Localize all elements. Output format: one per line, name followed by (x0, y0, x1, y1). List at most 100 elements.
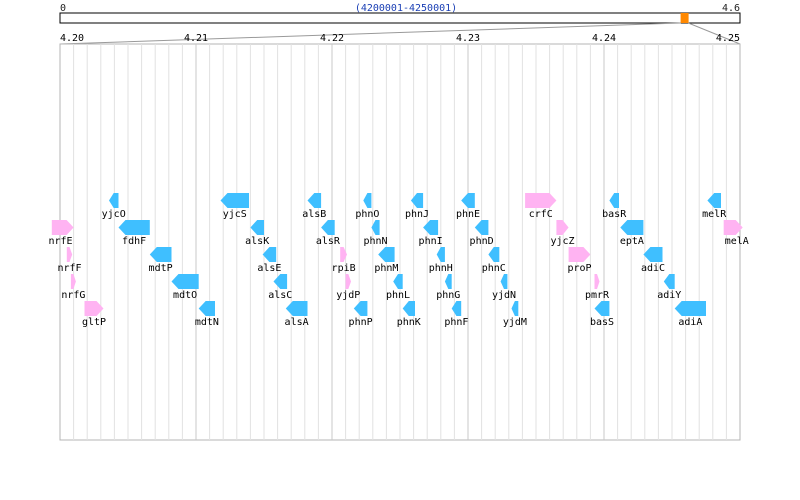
gene-adiA-arrow[interactable] (674, 301, 706, 316)
gene-proP-arrow[interactable] (568, 247, 591, 262)
gene-gltP-label[interactable]: gltP (82, 317, 106, 328)
gene-melR-arrow[interactable] (707, 193, 721, 208)
gene-yjcS-arrow[interactable] (220, 193, 250, 208)
gene-phnM-arrow[interactable] (378, 247, 395, 262)
gene-phnJ-arrow[interactable] (410, 193, 424, 208)
gene-phnH-label[interactable]: phnH (429, 263, 453, 274)
gene-mdtP-label[interactable]: mdtP (149, 263, 173, 274)
gene-phnE-arrow[interactable] (461, 193, 475, 208)
gene-alsE-label[interactable]: alsE (257, 263, 281, 274)
gene-phnH-arrow[interactable] (436, 247, 445, 262)
gene-alsR-arrow[interactable] (321, 220, 335, 235)
gene-crfC-arrow[interactable] (525, 193, 557, 208)
gene-alsB-label[interactable]: alsB (302, 209, 326, 220)
gene-phnP-arrow[interactable] (353, 301, 368, 316)
gene-yjdP-label[interactable]: yjdP (336, 290, 360, 301)
gene-alsC-arrow[interactable] (273, 274, 288, 289)
gene-fdhF-label[interactable]: fdhF (122, 236, 146, 247)
gene-alsK-arrow[interactable] (250, 220, 264, 235)
gene-adiY-label[interactable]: adiY (657, 290, 681, 301)
gene-nrfF-label[interactable]: nrfF (57, 263, 81, 274)
axis-tick-labels: 4.20 4.21 4.22 4.23 4.24 4.25 (60, 33, 740, 44)
gene-alsC-label[interactable]: alsC (268, 290, 292, 301)
gene-mdtN-arrow[interactable] (198, 301, 215, 316)
gene-phnG-label[interactable]: phnG (436, 290, 460, 301)
gene-phnD-arrow[interactable] (474, 220, 489, 235)
gene-melA-arrow[interactable] (723, 220, 743, 235)
gene-basR-label[interactable]: basR (602, 209, 627, 220)
gene-phnC-label[interactable]: phnC (482, 263, 506, 274)
overview-window-marker[interactable] (680, 13, 689, 23)
gene-pmrR-arrow[interactable] (594, 274, 600, 289)
gene-eptA-label[interactable]: eptA (620, 236, 644, 247)
gene-basR-arrow[interactable] (609, 193, 619, 208)
gene-phnG-arrow[interactable] (444, 274, 452, 289)
gene-yjdM-arrow[interactable] (511, 301, 519, 316)
gene-alsA-label[interactable]: alsA (285, 317, 309, 328)
gene-alsR-label[interactable]: alsR (316, 236, 341, 247)
gene-phnO-label[interactable]: phnO (355, 209, 379, 220)
axis-tick-label: 4.25 (716, 33, 740, 44)
gene-melA-label[interactable]: melA (725, 236, 749, 247)
gene-yjcO-label[interactable]: yjcO (102, 209, 126, 220)
overview-start-label: 0 (60, 3, 66, 14)
gene-phnJ-label[interactable]: phnJ (405, 209, 429, 220)
gene-melR-label[interactable]: melR (702, 209, 727, 220)
gene-phnN-label[interactable]: phnN (363, 236, 387, 247)
gene-proP-label[interactable]: proP (567, 263, 591, 274)
gene-yjdN-label[interactable]: yjdN (492, 290, 516, 301)
zoom-line-right (688, 22, 741, 45)
gene-mdtP-arrow[interactable] (149, 247, 172, 262)
gene-alsA-arrow[interactable] (285, 301, 308, 316)
gene-adiY-arrow[interactable] (663, 274, 675, 289)
gene-phnC-arrow[interactable] (488, 247, 500, 262)
gene-alsE-arrow[interactable] (262, 247, 277, 262)
gene-yjcZ-arrow[interactable] (556, 220, 569, 235)
gene-phnD-label[interactable]: phnD (470, 236, 494, 247)
gene-basS-arrow[interactable] (594, 301, 610, 316)
gene-mdtO-label[interactable]: mdtO (173, 290, 197, 301)
gene-rpiB-label[interactable]: rpiB (332, 263, 356, 274)
gene-phnN-arrow[interactable] (371, 220, 380, 235)
gene-adiC-label[interactable]: adiC (641, 263, 665, 274)
gene-yjdM-label[interactable]: yjdM (503, 317, 527, 328)
gene-pmrR-label[interactable]: pmrR (585, 290, 610, 301)
gene-yjdN-arrow[interactable] (500, 274, 508, 289)
gene-gltP-arrow[interactable] (84, 301, 104, 316)
gene-basS-label[interactable]: basS (590, 317, 614, 328)
gene-eptA-arrow[interactable] (620, 220, 644, 235)
gene-yjcS-label[interactable]: yjcS (223, 209, 247, 220)
gene-phnO-arrow[interactable] (363, 193, 372, 208)
track-grid (73, 44, 727, 440)
gene-phnL-arrow[interactable] (393, 274, 403, 289)
gene-nrfF-arrow[interactable] (66, 247, 73, 262)
gene-fdhF-arrow[interactable] (118, 220, 150, 235)
gene-yjcZ-label[interactable]: yjcZ (550, 236, 574, 247)
gene-phnK-arrow[interactable] (402, 301, 415, 316)
gene-phnM-label[interactable]: phnM (374, 263, 398, 274)
gene-phnF-arrow[interactable] (451, 301, 462, 316)
gene-alsB-arrow[interactable] (307, 193, 322, 208)
gene-crfC-label[interactable]: crfC (529, 209, 553, 220)
gene-nrfG-arrow[interactable] (70, 274, 76, 289)
gene-rpiB-arrow[interactable] (340, 247, 347, 262)
overview-range-label: (4200001-4250001) (355, 3, 457, 14)
gene-nrfE-label[interactable]: nrfE (49, 236, 73, 247)
gene-yjcO-arrow[interactable] (109, 193, 119, 208)
gene-alsK-label[interactable]: alsK (245, 236, 269, 247)
gene-yjdP-arrow[interactable] (345, 274, 351, 289)
gene-phnF-label[interactable]: phnF (444, 317, 468, 328)
gene-adiA-label[interactable]: adiA (678, 317, 702, 328)
gene-phnI-label[interactable]: phnI (419, 236, 443, 247)
gene-phnK-label[interactable]: phnK (397, 317, 421, 328)
gene-phnL-label[interactable]: phnL (386, 290, 410, 301)
gene-phnE-label[interactable]: phnE (456, 209, 480, 220)
gene-phnI-arrow[interactable] (423, 220, 439, 235)
gene-mdtN-label[interactable]: mdtN (195, 317, 219, 328)
gene-adiC-arrow[interactable] (643, 247, 663, 262)
gene-mdtO-arrow[interactable] (171, 274, 199, 289)
gene-phnP-label[interactable]: phnP (349, 317, 373, 328)
gene-nrfE-arrow[interactable] (51, 220, 74, 235)
overview-bar[interactable] (59, 12, 741, 24)
gene-nrfG-label[interactable]: nrfG (61, 290, 85, 301)
